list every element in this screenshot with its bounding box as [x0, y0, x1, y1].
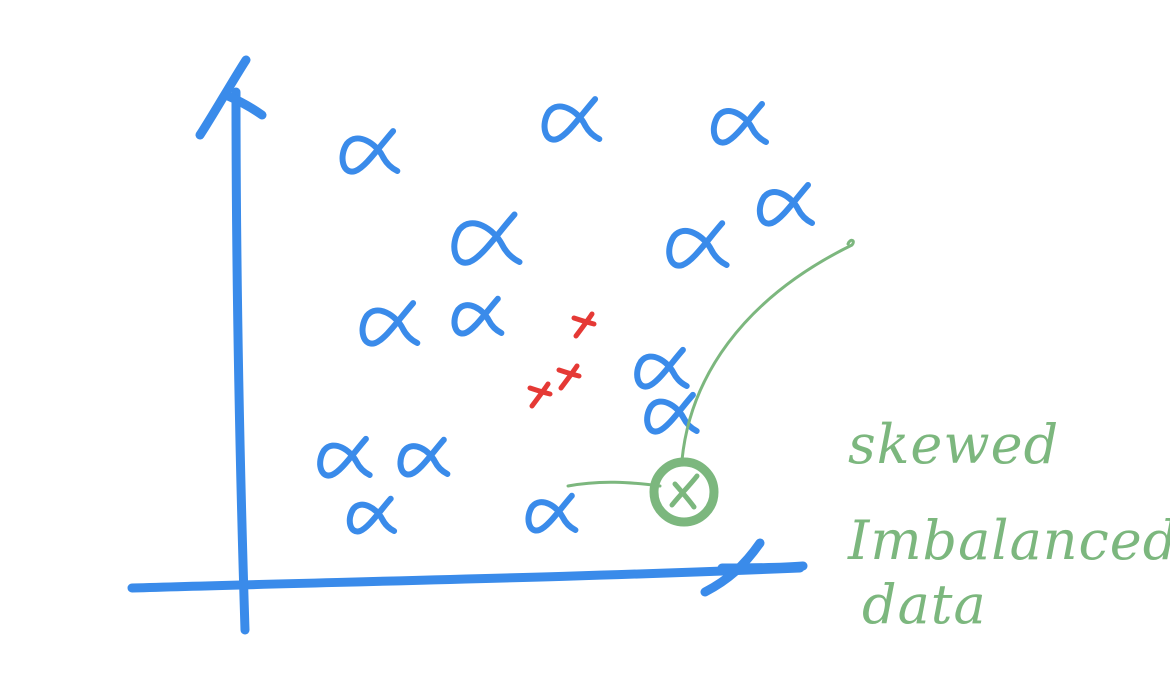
majority-point [400, 440, 447, 475]
minority-points [530, 314, 594, 406]
annotation-data: data [862, 578, 987, 632]
majority-point [714, 104, 766, 143]
connector-left [568, 482, 660, 486]
majority-points [320, 99, 812, 531]
connector-up [682, 240, 853, 460]
axes [132, 60, 803, 630]
majority-point [320, 439, 370, 476]
minority-point [559, 366, 579, 388]
x-axis [132, 568, 800, 588]
majority-point [528, 496, 575, 531]
y-axis [236, 92, 245, 630]
majority-point [637, 350, 687, 387]
highlighted-point-x [672, 476, 697, 507]
annotation-imbalanced: Imbalanced [848, 514, 1170, 568]
majority-point [669, 223, 726, 265]
minority-point [574, 314, 594, 336]
minority-point [530, 384, 550, 406]
majority-point [343, 131, 398, 171]
annotation-skewed: skewed [848, 418, 1059, 472]
y-axis-arrowhead [200, 60, 262, 135]
majority-point [454, 215, 519, 263]
majority-point [363, 303, 418, 343]
majority-point [545, 99, 600, 139]
majority-point [350, 499, 394, 532]
x-axis-arrowhead [705, 543, 803, 592]
highlight [568, 240, 853, 522]
majority-point [760, 185, 812, 224]
majority-point [454, 299, 501, 334]
